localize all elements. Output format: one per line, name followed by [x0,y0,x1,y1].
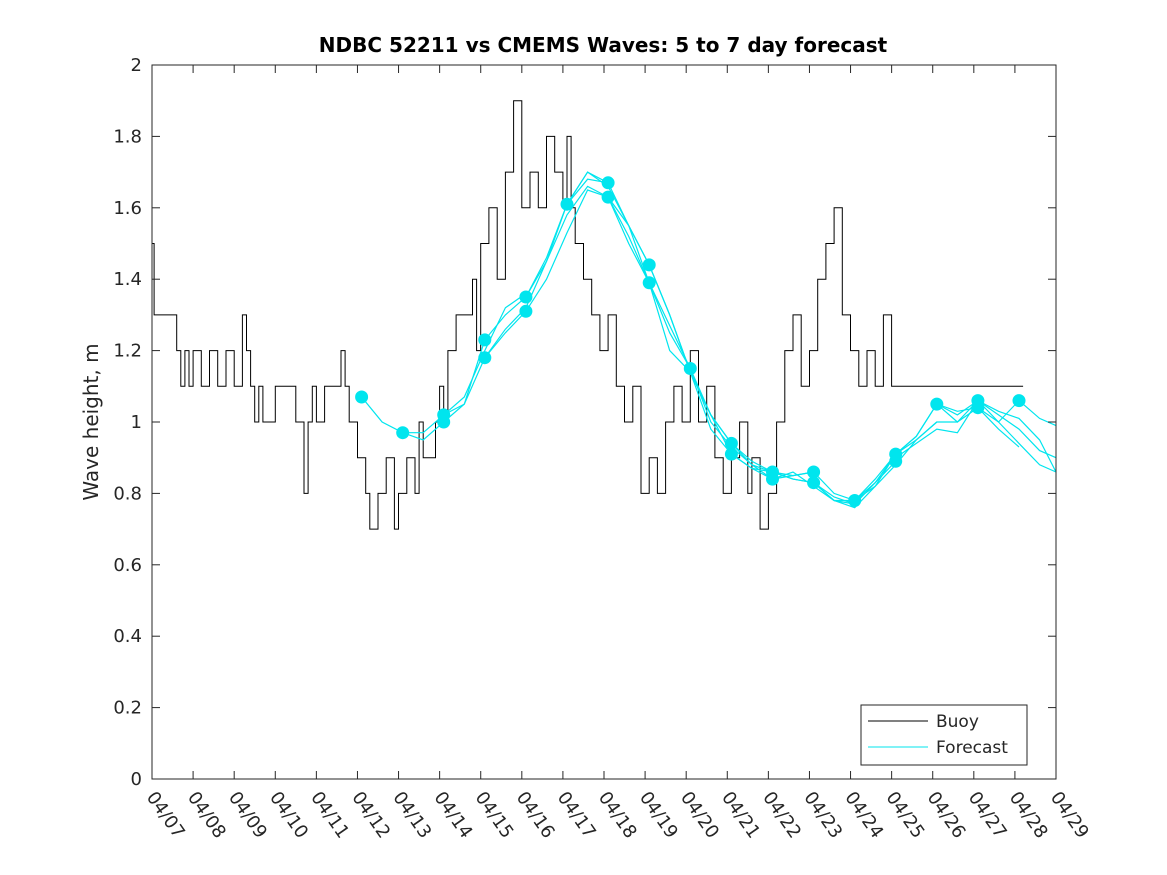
forecast-layer [361,171,1057,509]
forecast-marker [930,397,944,411]
forecast-marker [519,304,533,318]
forecast-marker [889,454,903,468]
x-tick-label: 04/17 [553,788,600,843]
forecast-marker [396,426,410,440]
y-tick-label: 1.2 [113,341,142,362]
x-tick-label: 04/22 [758,788,805,843]
forecast-marker [807,476,821,490]
forecast-line [813,406,1020,509]
x-tick-label: 04/23 [799,788,846,843]
x-tick-label: 04/20 [676,788,723,843]
forecast-marker [560,197,574,211]
y-tick-label: 1.8 [113,126,142,147]
x-tick-label: 04/28 [1005,788,1052,843]
forecast-marker [601,190,615,204]
forecast-marker [766,472,779,486]
forecast-marker [1012,394,1026,408]
x-tick-label: 04/07 [142,788,189,843]
forecast-marker [478,333,492,347]
chart-title: NDBC 52211 vs CMEMS Waves: 5 to 7 day fo… [319,33,888,57]
legend-box [860,704,1028,766]
forecast-marker [478,351,492,365]
forecast-line [484,189,691,369]
x-tick-label: 04/11 [306,788,353,843]
buoy-layer [152,100,1024,530]
forecast-line [607,196,814,480]
y-tick-label: 1.4 [113,269,142,290]
legend: Buoy Forecast [860,704,1028,766]
x-tick-label: 04/26 [923,788,970,843]
x-tick-label: 04/18 [594,788,641,843]
forecast-marker [724,436,738,450]
forecast-marker [437,415,451,429]
x-tick-label: 04/14 [430,788,477,843]
x-tick-label: 04/29 [1046,788,1093,843]
forecast-line [977,400,1057,473]
legend-forecast-label: Forecast [936,738,1008,758]
x-tick-label: 04/12 [347,788,394,843]
x-tick-label: 04/27 [964,788,1011,843]
y-tick-label: 0 [131,769,142,790]
forecast-marker [642,276,656,290]
x-tick-label: 04/13 [388,788,435,843]
y-tick-label: 2 [131,55,142,76]
forecast-line [936,399,1057,473]
x-tick-label: 04/21 [717,788,764,843]
forecast-line [648,264,855,505]
y-axis-label: Wave height, m [79,343,103,500]
forecast-marker [642,258,656,272]
x-tick-label: 04/24 [840,788,887,843]
forecast-marker [355,390,369,404]
y-tick-label: 0.6 [113,555,142,576]
y-tick-label: 0.4 [113,626,142,647]
y-tick-label: 1 [131,412,142,433]
forecast-markers [355,176,1026,507]
forecast-line [854,399,1057,501]
x-tick-label: 04/25 [882,788,929,843]
x-tick-label: 04/10 [265,788,312,843]
x-tick-label: 04/19 [635,788,682,843]
plot-background [152,65,1056,779]
x-tick-label: 04/16 [512,788,559,843]
buoy-line [152,100,1024,530]
forecast-line [443,185,650,416]
x-tick-label: 04/09 [224,788,271,843]
forecast-marker [683,362,697,375]
x-tick-label: 04/08 [183,788,230,843]
y-tick-label: 1.6 [113,198,142,219]
y-axis: 0 0.2 0.4 0.6 0.8 1 1.2 1.4 1.6 1.8 2 [113,55,1056,790]
forecast-line [689,368,897,505]
x-tick-label: 04/15 [471,788,518,843]
forecast-marker [848,494,862,507]
legend-buoy-label: Buoy [936,712,979,732]
y-tick-label: 0.8 [113,483,142,504]
forecast-marker [601,176,615,190]
y-tick-label: 0.2 [113,698,142,719]
forecast-line [731,421,938,502]
plot-area [151,64,1057,780]
forecast-marker [519,290,533,304]
forecast-marker [807,465,821,479]
forecast-marker [724,447,738,461]
forecast-marker [971,401,985,415]
